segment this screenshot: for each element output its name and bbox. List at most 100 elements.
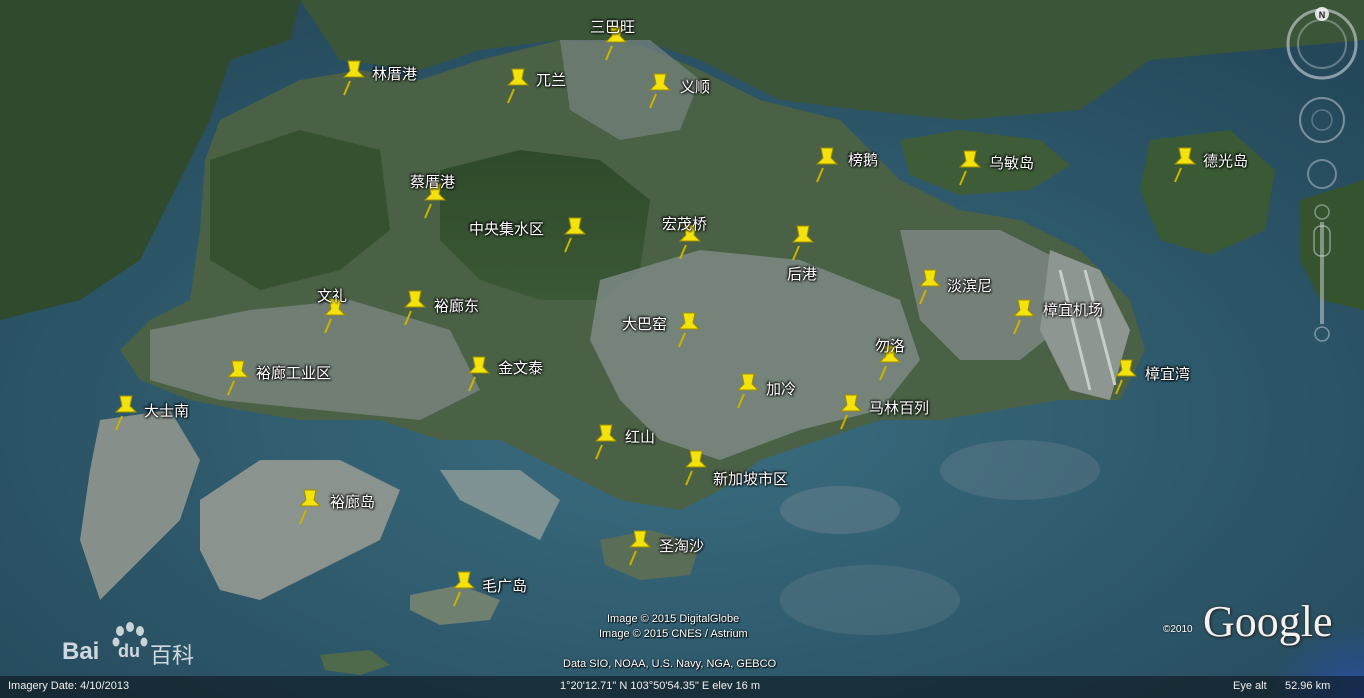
urban-west <box>150 300 480 420</box>
runway-2 <box>1083 269 1117 386</box>
place-label: 马林百列 <box>869 399 930 417</box>
pulau-tekong <box>1140 130 1275 255</box>
place-label: 勿洛 <box>875 337 906 355</box>
zoom-in-button[interactable] <box>1314 204 1330 220</box>
pushpin-icon <box>918 269 942 305</box>
place-label: 三巴旺 <box>590 18 636 36</box>
place-label: 蔡厝港 <box>410 173 456 191</box>
pulau-ubin <box>900 130 1070 195</box>
place-label: 圣淘沙 <box>659 537 705 555</box>
move-joystick[interactable] <box>1307 159 1337 189</box>
pushpin-icon <box>506 68 530 104</box>
pushpin-icon <box>467 356 491 392</box>
pushpin-icon <box>677 312 701 348</box>
sentosa-island <box>600 530 700 580</box>
changi-airport-runway-area <box>1040 250 1130 400</box>
place-label: 裕廊岛 <box>330 493 376 511</box>
pushpin-icon <box>791 225 815 261</box>
pushpin-icon <box>1173 147 1197 183</box>
pushpin-icon <box>594 424 618 460</box>
baidu-du-text: du <box>118 641 140 661</box>
port-reclamation <box>440 470 560 540</box>
place-label: 新加坡市区 <box>713 470 789 488</box>
pushpin-icon <box>604 25 628 61</box>
east-johor-coast <box>1300 180 1364 310</box>
deep-water-area <box>1120 500 1364 698</box>
pushpin-icon <box>226 360 250 396</box>
pushpin-icon <box>878 345 902 381</box>
paw-icon <box>112 622 148 647</box>
tuas-landmass <box>80 410 200 600</box>
place-label: 樟宜机场 <box>1043 301 1104 319</box>
baidu-text: Bai <box>62 638 100 665</box>
look-joystick[interactable] <box>1299 97 1345 143</box>
runway-1 <box>1058 269 1092 391</box>
pushpin-icon <box>958 150 982 186</box>
urban-central <box>590 250 920 460</box>
west-forest <box>210 130 390 290</box>
place-label: 红山 <box>625 428 656 446</box>
jurong-island <box>200 460 400 600</box>
zoom-slider[interactable] <box>1313 204 1331 342</box>
pushpin-icon <box>839 394 863 430</box>
urban-east <box>900 230 1070 360</box>
pushpin-icon <box>815 147 839 183</box>
eye-alt-label: Eye alt <box>1233 680 1267 692</box>
imagery-date: Imagery Date: 4/10/2013 <box>8 680 130 692</box>
place-label: 金文泰 <box>498 359 544 377</box>
navigation-controls[interactable]: N <box>1283 0 1364 380</box>
cloud-patch <box>780 486 900 534</box>
zoom-out-button[interactable] <box>1314 326 1330 342</box>
credit-cnes: Image © 2015 CNES / Astrium <box>599 628 748 640</box>
place-label: 裕廊工业区 <box>256 364 332 382</box>
pushpin-icon <box>678 224 702 260</box>
pushpin-icon <box>563 217 587 253</box>
place-label: 大巴窑 <box>622 315 668 333</box>
place-label: 加冷 <box>766 380 797 398</box>
pushpin-icon <box>403 290 427 326</box>
central-catchment-forest <box>440 150 650 300</box>
credit-digitalglobe: Image © 2015 DigitalGlobe <box>607 613 740 625</box>
place-label: 兀兰 <box>536 71 567 89</box>
pushpin-icon <box>1114 359 1138 395</box>
pushpin-icon <box>736 373 760 409</box>
place-label: 义顺 <box>680 78 711 96</box>
baike-text: 百科 <box>150 644 195 669</box>
north-label: N <box>1319 10 1326 20</box>
place-label: 毛广岛 <box>482 577 528 595</box>
pushpin-icon <box>323 298 347 334</box>
cloud-patch <box>940 440 1100 500</box>
credit-data-sources: Data SIO, NOAA, U.S. Navy, NGA, GEBCO <box>563 658 777 670</box>
baidu-baike-watermark: Bai du 百科 <box>62 618 222 669</box>
pushpin-icon <box>114 395 138 431</box>
pushpin-icon <box>423 183 447 219</box>
cloud-patch <box>780 565 960 635</box>
pushpin-icon <box>298 489 322 525</box>
google-copyright: ©2010 <box>1163 624 1193 635</box>
pushpin-icon <box>684 450 708 486</box>
place-label: 樟宜湾 <box>1145 365 1191 383</box>
place-label: 宏茂桥 <box>662 215 708 233</box>
place-label: 德光岛 <box>1203 152 1249 170</box>
google-logo: Google <box>1203 597 1333 646</box>
place-label: 裕廊东 <box>434 297 480 315</box>
pushpin-icon <box>648 73 672 109</box>
johor-landmass <box>0 0 300 320</box>
place-label: 榜鹅 <box>848 151 879 169</box>
place-label: 乌敏岛 <box>989 154 1035 172</box>
johor-north-landmass <box>300 0 1364 120</box>
place-label: 后港 <box>787 265 818 283</box>
place-label: 淡滨尼 <box>947 277 993 295</box>
zoom-thumb[interactable] <box>1313 225 1331 257</box>
north-indicator[interactable] <box>1315 7 1329 21</box>
pushpin-icon <box>628 530 652 566</box>
pushpin-icon <box>342 60 366 96</box>
pushpin-icon <box>452 571 476 607</box>
urban-north <box>560 40 700 140</box>
place-label: 大士南 <box>144 402 190 420</box>
place-label: 文礼 <box>317 287 348 305</box>
small-island <box>320 650 390 675</box>
compass-ring[interactable]: N <box>1286 7 1358 80</box>
place-label: 中央集水区 <box>469 220 545 238</box>
